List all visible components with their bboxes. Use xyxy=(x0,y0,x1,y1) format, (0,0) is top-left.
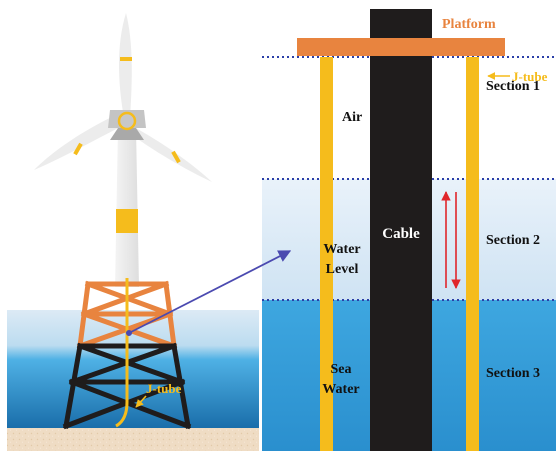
cable xyxy=(370,9,432,451)
left-j-tube-label: J-tube xyxy=(146,381,182,396)
section-3-label: Section 3 xyxy=(486,366,540,381)
j-tube-right-leg xyxy=(466,57,479,451)
section-1-label: Section 1 xyxy=(486,79,540,94)
zone-water-level-label-line2: Level xyxy=(326,262,359,277)
left-j-tube xyxy=(115,278,129,428)
zone-sea-water-label-line1: Sea xyxy=(331,362,352,377)
zone-air-label: Air xyxy=(342,110,362,125)
left-seabed xyxy=(7,428,259,451)
right-detail: Platform Cable Air Water Level Sea Water… xyxy=(262,9,556,451)
detail-pointer-arrow xyxy=(130,250,292,333)
section-2-label: Section 2 xyxy=(486,233,540,248)
zone-water-level-label-line1: Water xyxy=(323,242,360,257)
left-scene: J-tube xyxy=(7,13,259,451)
j-tube-left-leg xyxy=(320,57,333,451)
pointer-origin-dot xyxy=(126,330,132,336)
turbine-hub xyxy=(108,110,146,140)
right-j-tube-label: J-tube xyxy=(512,69,548,84)
turbine-blades xyxy=(34,13,212,182)
platform-label: Platform xyxy=(442,17,496,32)
platform xyxy=(297,38,505,56)
cable-label: Cable xyxy=(382,226,420,242)
left-j-tube-arrow xyxy=(135,395,147,408)
zone-sea-water-label-line2: Water xyxy=(322,382,359,397)
turbine-tower xyxy=(115,128,139,287)
water-level-range-arrows xyxy=(441,191,461,289)
tower-yellow-band xyxy=(116,209,138,233)
